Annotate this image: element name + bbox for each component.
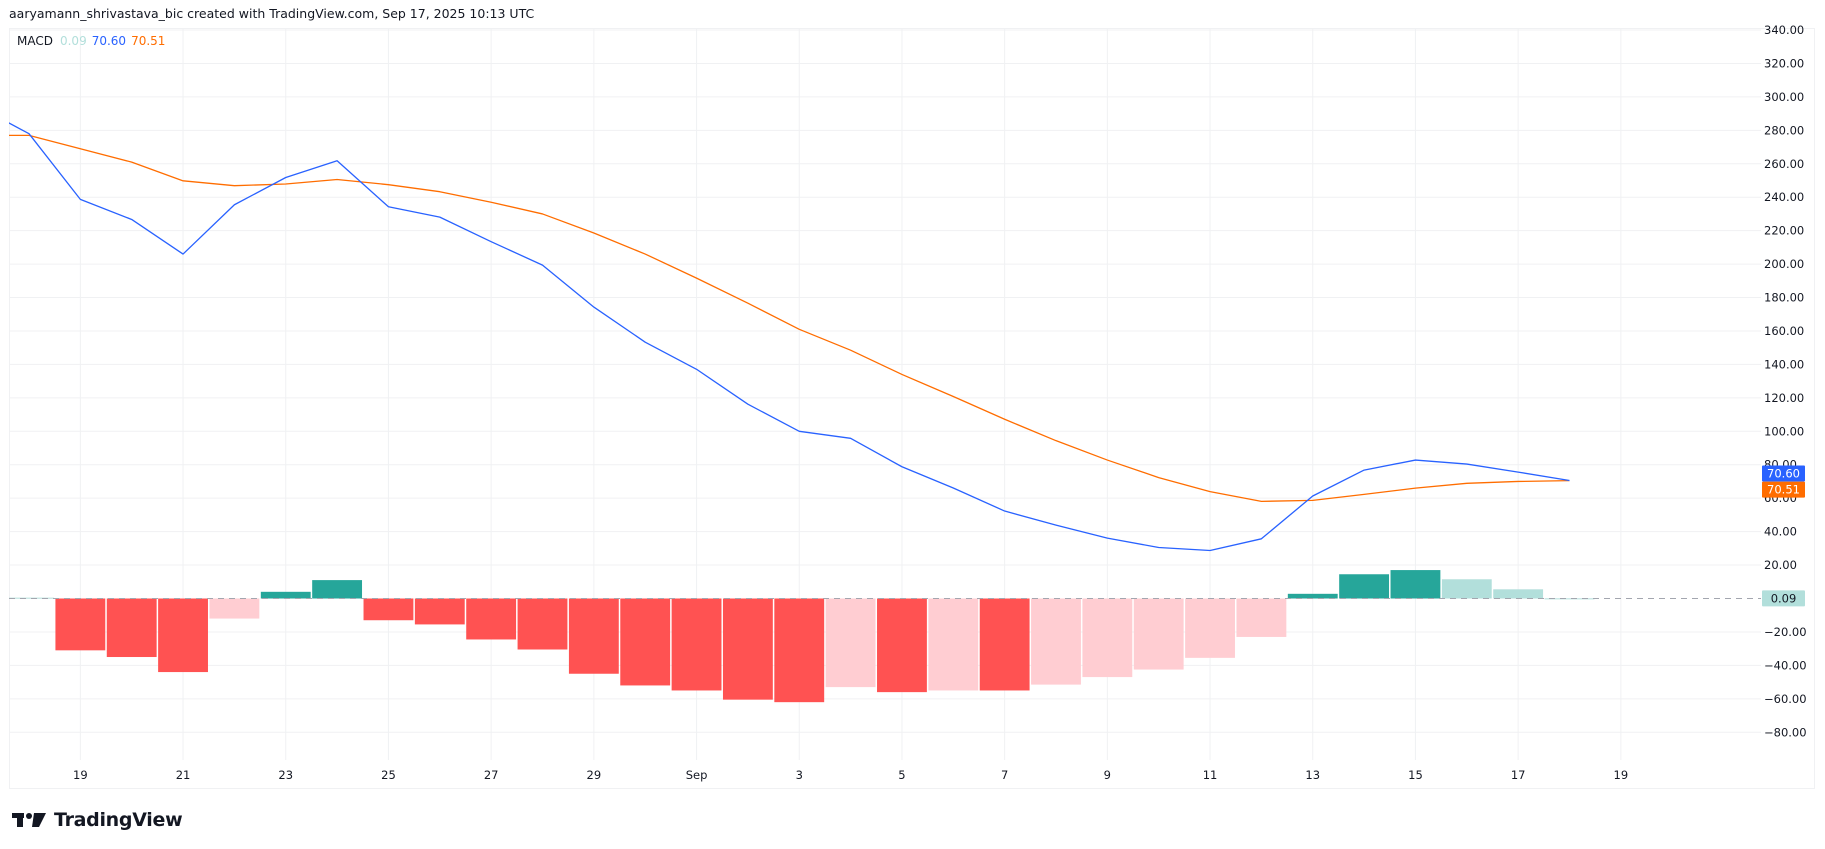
histogram-bar (158, 598, 208, 673)
macd-line (9, 122, 1570, 552)
indicator-legend[interactable]: MACD 0.09 70.60 70.51 (17, 34, 170, 48)
price-axis-tick: 300.00 (1764, 90, 1804, 104)
histogram-bar (877, 598, 927, 693)
price-axis-tick: 280.00 (1764, 123, 1804, 137)
histogram-bar (414, 598, 465, 625)
price-axis-tick: 220.00 (1764, 224, 1804, 238)
time-axis-tick: 5 (898, 768, 905, 782)
price-axis-tick: 320.00 (1764, 56, 1804, 70)
price-badge: 0.09 (1762, 590, 1805, 607)
histogram-bar (209, 598, 260, 619)
price-axis-tick: 160.00 (1764, 324, 1804, 338)
histogram-bar (55, 598, 106, 651)
tradingview-logo[interactable]: TradingView (12, 809, 183, 831)
histogram-bar (1185, 598, 1235, 658)
price-badge: 70.51 (1762, 481, 1805, 498)
price-axis-tick: 120.00 (1764, 391, 1804, 405)
price-axis-tick: −80.00 (1764, 725, 1807, 739)
histogram-bar (1390, 570, 1441, 599)
price-axis-tick: 20.00 (1764, 558, 1797, 572)
histogram-bar (671, 598, 722, 691)
histogram-bar (1031, 598, 1081, 685)
price-badge: 70.60 (1762, 465, 1805, 482)
svg-text:70.60: 70.60 (1767, 466, 1800, 480)
histogram-bar (774, 598, 825, 703)
legend-macd-value: 70.60 (91, 34, 127, 48)
price-axis-tick: −20.00 (1764, 625, 1807, 639)
histogram-bar (466, 598, 517, 640)
price-axis-tick: 340.00 (1764, 23, 1804, 37)
time-axis-tick: 13 (1305, 768, 1320, 782)
time-axis-tick: 3 (796, 768, 803, 782)
time-axis-tick: 29 (587, 768, 602, 782)
histogram-bar (722, 598, 773, 700)
price-axis-tick: 100.00 (1764, 424, 1804, 438)
histogram-bar (1287, 593, 1338, 599)
tradingview-logo-text: TradingView (54, 809, 183, 831)
time-axis-tick: 7 (1001, 768, 1008, 782)
time-axis-tick: Sep (686, 768, 708, 782)
histogram-bar (825, 598, 876, 688)
time-axis-tick: 11 (1203, 768, 1218, 782)
price-axis-tick: −60.00 (1764, 692, 1807, 706)
histogram-bar (260, 591, 311, 599)
legend-indicator-name: MACD (17, 34, 53, 48)
plot-area (9, 122, 1761, 703)
time-axis-tick: 15 (1408, 768, 1423, 782)
price-axis-tick: 40.00 (1764, 525, 1797, 539)
grid (9, 29, 1761, 760)
time-axis-tick: 27 (484, 768, 499, 782)
price-axis-tick: 140.00 (1764, 357, 1804, 371)
histogram-bar (1441, 579, 1492, 599)
signal-line (9, 134, 1570, 503)
time-axis-tick: 9 (1104, 768, 1111, 782)
price-axis-tick: −40.00 (1764, 658, 1807, 672)
time-axis-tick: 23 (278, 768, 293, 782)
svg-text:70.51: 70.51 (1767, 483, 1800, 497)
histogram-bar (928, 598, 979, 691)
time-axis-tick: 25 (381, 768, 396, 782)
histogram-bar (312, 580, 363, 599)
time-axis-tick: 21 (176, 768, 191, 782)
histogram-bar (517, 598, 568, 650)
price-axis-tick: 240.00 (1764, 190, 1804, 204)
time-axis-tick: 19 (1614, 768, 1629, 782)
time-axis-tick: 17 (1511, 768, 1526, 782)
chart-frame (9, 28, 1815, 789)
chart-attribution: aaryamann_shrivastava_bic created with T… (9, 6, 535, 21)
histogram-bar (1493, 589, 1544, 599)
histogram-bar (620, 598, 671, 686)
legend-signal-value: 70.51 (131, 34, 166, 48)
time-axis-tick: 19 (73, 768, 88, 782)
histogram-bar (979, 598, 1030, 691)
histogram-bar (1236, 598, 1287, 637)
price-axis-tick: 260.00 (1764, 157, 1804, 171)
histogram-bar (568, 598, 619, 674)
histogram-bar (1082, 598, 1133, 678)
histogram-bar (1544, 598, 1595, 600)
histogram-bar (1133, 598, 1184, 670)
svg-text:0.09: 0.09 (1771, 591, 1797, 605)
price-axis-tick: 180.00 (1764, 291, 1804, 305)
tradingview-logo-icon (12, 813, 46, 827)
histogram-bar (363, 598, 414, 621)
legend-histogram-value: 0.09 (59, 34, 87, 48)
price-axis-tick: 200.00 (1764, 257, 1804, 271)
histogram-bar (1339, 574, 1390, 599)
histogram-bar (106, 598, 157, 658)
